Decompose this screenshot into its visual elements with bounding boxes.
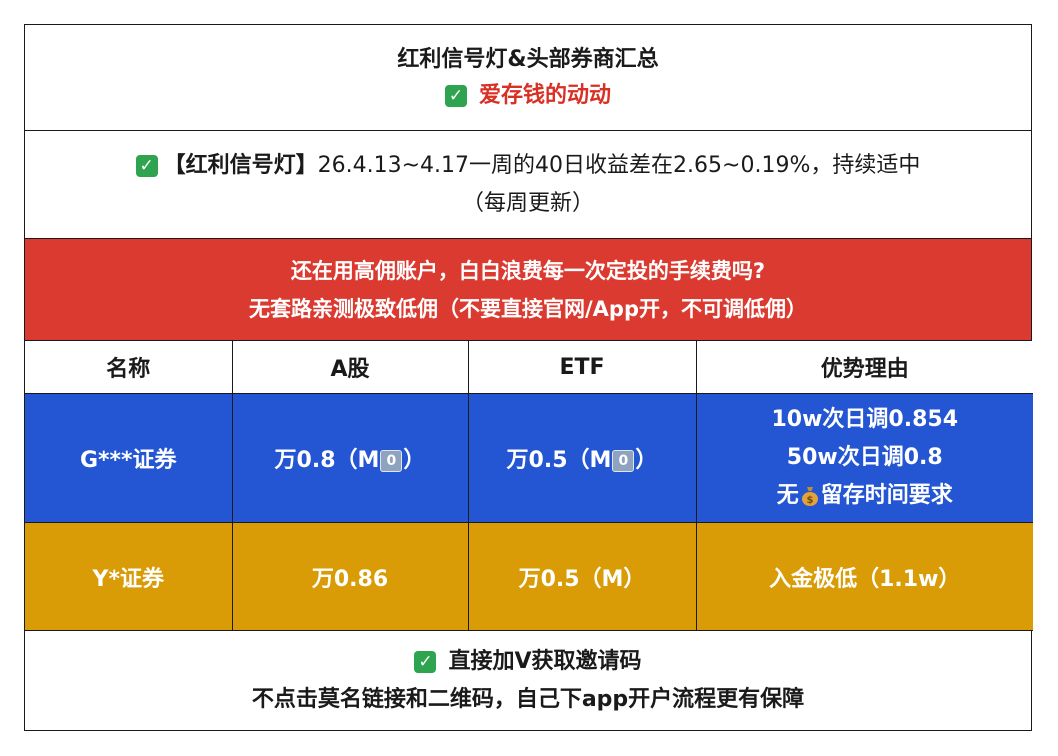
a-share-fee-close: ）: [403, 448, 426, 473]
promo-line-1: 还在用高佣账户，白白浪费每一次定投的手续费吗?: [290, 258, 766, 283]
broker-name: G***证券: [25, 393, 233, 523]
etf-fee-close: ）: [635, 448, 658, 473]
etf-fee-text: 万0.5（M: [506, 448, 612, 473]
author-name: 爱存钱的动动: [478, 82, 611, 108]
signal-note: （每周更新）: [461, 190, 594, 216]
promo-banner: 还在用高佣账户，白白浪费每一次定投的手续费吗? 无套路亲测极致低佣（不要直接官网…: [25, 239, 1031, 341]
header-name: 名称: [25, 341, 233, 394]
header-etf: ETF: [467, 341, 697, 394]
footer-line-1: ✓ 直接加V获取邀请码: [414, 643, 642, 681]
table-header-row: 名称 A股 ETF 优势理由: [25, 341, 1033, 394]
footer-section: ✓ 直接加V获取邀请码 不点击莫名链接和二维码，自己下app开户流程更有保障: [25, 631, 1031, 730]
title-section: 红利信号灯&头部券商汇总 ✓ 爱存钱的动动: [25, 25, 1031, 131]
a-share-fee: 万0.8（M 0）: [231, 393, 469, 523]
broker-name: Y*证券: [25, 522, 233, 631]
keycap-zero-icon: 0: [612, 450, 635, 472]
advantage-reason: 10w次日调0.854 50w次日调0.8 无 $ 留存时间要求: [695, 393, 1034, 523]
invite-code-text: 直接加V获取邀请码: [448, 648, 642, 674]
broker-table: 名称 A股 ETF 优势理由 G***证券 万0.8（M 0） 万0.5（M 0） …: [25, 341, 1033, 631]
a-share-fee: 万0.86: [231, 522, 469, 631]
check-mark-icon: ✓: [444, 84, 467, 107]
etf-fee: 万0.5（M）: [467, 522, 697, 631]
etf-fee: 万0.5（M 0）: [467, 393, 697, 523]
header-reason: 优势理由: [695, 341, 1033, 394]
summary-card: 红利信号灯&头部券商汇总 ✓ 爱存钱的动动 ✓ 【红利信号灯】 26.4.13~…: [24, 24, 1033, 731]
promo-line-2: 无套路亲测极致低佣（不要直接官网/App开，不可调低佣）: [249, 296, 807, 321]
check-mark-icon: ✓: [135, 154, 158, 177]
signal-section: ✓ 【红利信号灯】 26.4.13~4.17一周的40日收益差在2.65~0.1…: [25, 131, 1031, 239]
advantage-reason: 入金极低（1.1w）: [695, 522, 1033, 631]
reason-line: 无 $ 留存时间要求: [697, 477, 1034, 515]
signal-text: 26.4.13~4.17一周的40日收益差在2.65~0.19%，持续适中: [317, 152, 921, 178]
reason-bag-suffix: 留存时间要求: [820, 483, 953, 508]
reason-bag-prefix: 无: [776, 483, 799, 508]
check-mark-icon: ✓: [414, 650, 437, 673]
keycap-zero-icon: 0: [380, 450, 403, 472]
signal-line: ✓ 【红利信号灯】 26.4.13~4.17一周的40日收益差在2.65~0.1…: [135, 147, 921, 185]
reason-line: 50w次日调0.8: [786, 445, 943, 470]
header-a-share: A股: [231, 341, 469, 394]
money-bag-icon: $: [801, 487, 818, 506]
table-row: G***证券 万0.8（M 0） 万0.5（M 0） 10w次日调0.854 50w…: [25, 393, 1034, 523]
author-line: ✓ 爱存钱的动动: [444, 78, 611, 114]
footer-line-2: 不点击莫名链接和二维码，自己下app开户流程更有保障: [251, 686, 805, 712]
reason-line: 10w次日调0.854: [771, 407, 959, 432]
a-share-fee-text: 万0.8（M: [274, 448, 380, 473]
signal-lead: 【红利信号灯】: [163, 152, 318, 178]
table-row: Y*证券 万0.86 万0.5（M） 入金极低（1.1w）: [25, 522, 1033, 631]
page-title: 红利信号灯&头部券商汇总: [397, 46, 659, 72]
svg-text:$: $: [806, 495, 813, 506]
